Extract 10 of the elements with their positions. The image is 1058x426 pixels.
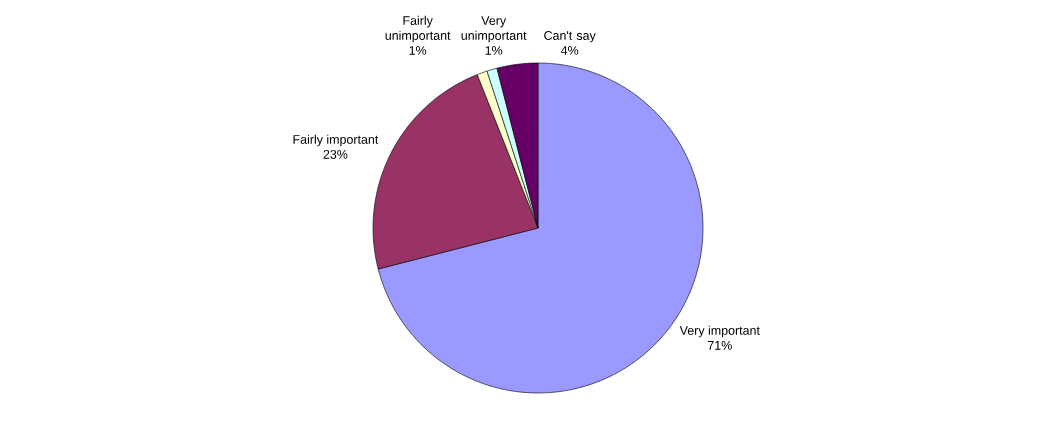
slice-label: Fairly unimportant [385, 15, 451, 43]
data-label: 1% [485, 46, 503, 55]
data-label: 1% [409, 46, 427, 55]
data-label: 4% [560, 46, 579, 55]
data-label: 23% [323, 149, 348, 159]
slice-label: Very unimportant [461, 16, 527, 43]
data-label: 71% [707, 341, 732, 350]
slice-label: Very important [679, 325, 760, 338]
slice-label: Can't say [544, 31, 596, 43]
slice-label: Fairly important [293, 134, 379, 147]
